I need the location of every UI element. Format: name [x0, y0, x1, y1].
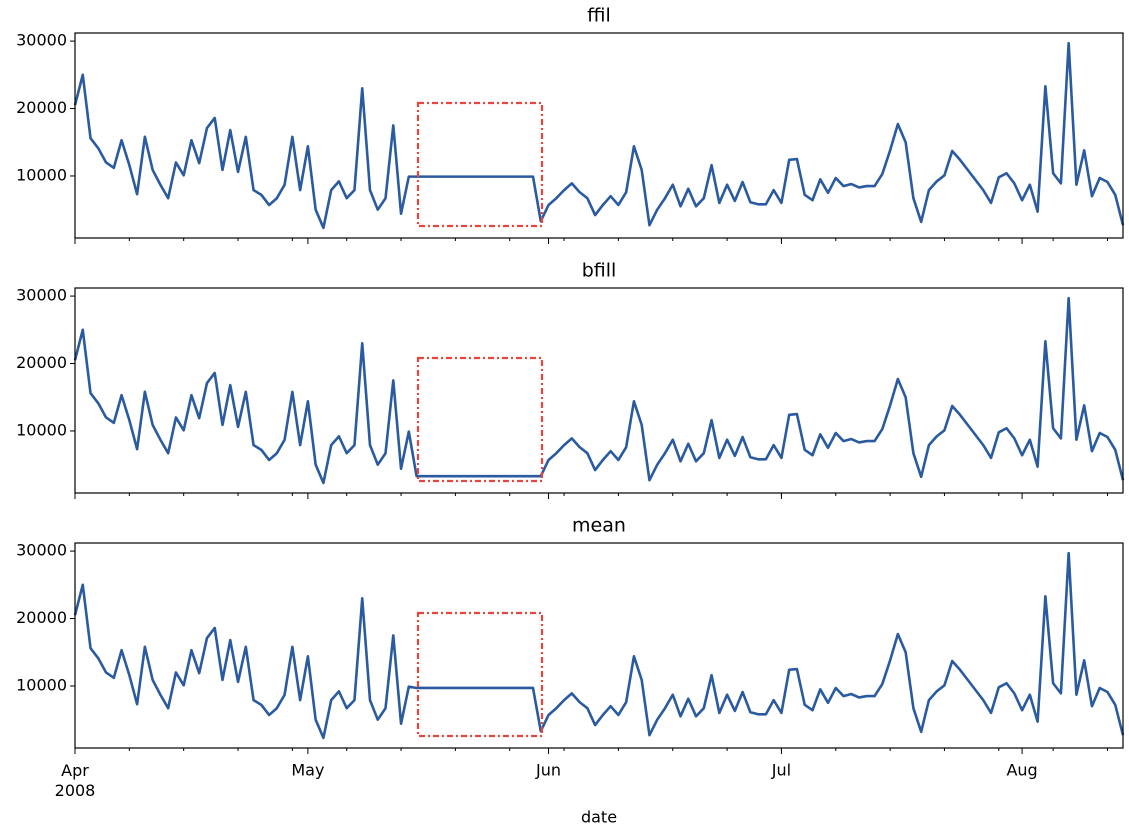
highlight-box [416, 101, 544, 228]
series-line [73, 551, 1125, 740]
y-tick-label: 10000 [16, 420, 67, 439]
x-axis-label: date [581, 808, 617, 827]
highlight-box [416, 611, 544, 738]
y-tick-label: 10000 [16, 675, 67, 694]
x-tick-label: Aug [1006, 761, 1037, 780]
y-tick-label: 10000 [16, 165, 67, 184]
x-tick-label: May [291, 761, 324, 780]
subplot-title: mean [572, 515, 626, 537]
plot-frame [74, 542, 1124, 749]
series-line [73, 296, 1125, 485]
highlight-box [416, 356, 544, 483]
series-line [73, 41, 1125, 230]
y-tick-label: 30000 [16, 31, 67, 50]
plot-frame [74, 287, 1124, 494]
x-tick-label: Jun [535, 761, 561, 780]
y-tick-label: 30000 [16, 286, 67, 305]
subplot-title: bfill [582, 260, 617, 282]
subplot-title: ffil [587, 5, 611, 27]
y-tick-label: 20000 [16, 608, 67, 627]
y-tick-label: 20000 [16, 353, 67, 372]
y-tick-label: 30000 [16, 541, 67, 560]
x-tick-label: Apr 2008 [55, 761, 96, 800]
x-tick-label: Jul [771, 761, 791, 780]
y-tick-label: 20000 [16, 98, 67, 117]
plot-frame [74, 32, 1124, 239]
